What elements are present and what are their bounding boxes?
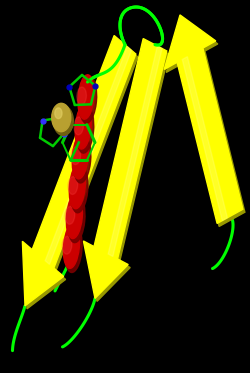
Ellipse shape (71, 147, 81, 164)
Circle shape (52, 103, 71, 132)
Ellipse shape (68, 196, 85, 243)
Ellipse shape (63, 224, 80, 269)
Polygon shape (22, 35, 136, 306)
Ellipse shape (66, 194, 82, 239)
Ellipse shape (76, 106, 94, 153)
Ellipse shape (71, 166, 88, 213)
Ellipse shape (78, 75, 94, 119)
Ellipse shape (74, 136, 91, 183)
Polygon shape (182, 57, 228, 220)
Polygon shape (166, 18, 245, 226)
Ellipse shape (69, 164, 86, 209)
Polygon shape (108, 46, 162, 257)
Ellipse shape (80, 76, 97, 123)
Polygon shape (86, 41, 169, 301)
Polygon shape (45, 47, 132, 264)
Ellipse shape (77, 87, 86, 105)
Ellipse shape (65, 206, 75, 224)
Polygon shape (164, 15, 243, 223)
Polygon shape (84, 38, 167, 298)
Circle shape (53, 106, 73, 135)
Ellipse shape (74, 117, 84, 135)
Polygon shape (24, 38, 138, 309)
Ellipse shape (72, 134, 88, 179)
Circle shape (55, 108, 62, 119)
Ellipse shape (62, 236, 72, 254)
Ellipse shape (68, 176, 78, 194)
Ellipse shape (75, 104, 91, 149)
Ellipse shape (65, 226, 82, 273)
